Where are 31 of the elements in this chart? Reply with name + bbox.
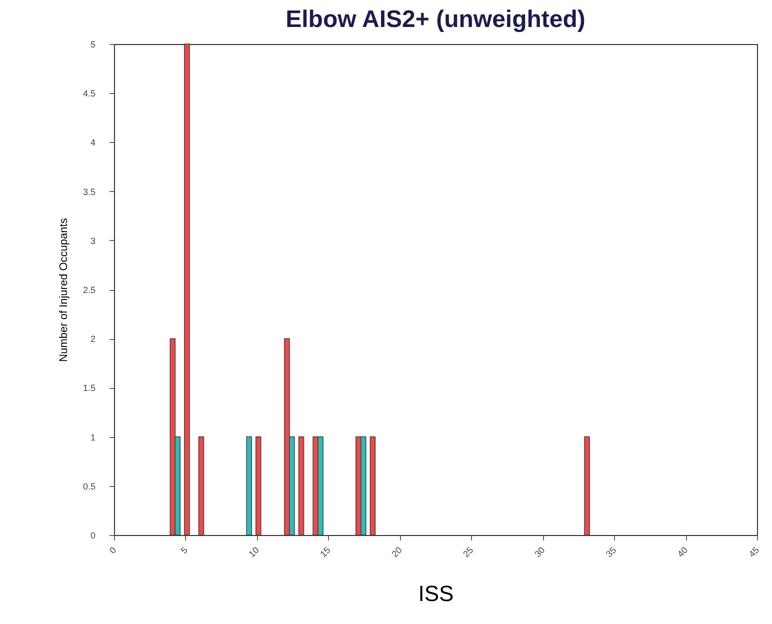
bar	[370, 436, 376, 536]
y-tick-label: 4.5	[82, 88, 96, 99]
y-tick-label: 0.5	[82, 481, 96, 492]
y-tick-label: 0	[90, 530, 96, 540]
bar	[255, 436, 262, 536]
x-axis-title: ISS	[418, 581, 454, 606]
x-tick-label: 40	[675, 544, 690, 560]
y-tick-label: 1.5	[82, 383, 96, 394]
x-tick-label: 0	[107, 544, 118, 556]
chart-title: Elbow AIS2+ (unweighted)	[286, 6, 586, 33]
y-tick-label: 3	[90, 236, 96, 246]
bar	[246, 436, 252, 536]
x-tick-label: 25	[461, 544, 476, 560]
y-tick-label: 5	[90, 40, 96, 50]
x-tick-label: 45	[746, 544, 762, 560]
y-axis-title: Number of Injured Occupants	[58, 218, 70, 362]
bar	[198, 436, 204, 536]
y-tick-label: 1	[90, 432, 96, 442]
bar	[584, 436, 590, 536]
x-tick-label: 35	[604, 544, 618, 560]
x-tick-label: 5	[178, 544, 190, 556]
y-tick-label: 4	[90, 138, 96, 148]
bar	[298, 436, 304, 536]
x-tick-label: 15	[318, 544, 332, 560]
x-tick-label: 20	[390, 544, 404, 560]
x-tick-label: 10	[246, 544, 261, 560]
y-tick-label: 3.5	[82, 186, 96, 197]
y-tick-label: 2	[90, 334, 96, 344]
x-tick-label: 30	[532, 544, 547, 560]
bar	[184, 44, 190, 536]
y-tick-label: 2.5	[82, 285, 96, 295]
